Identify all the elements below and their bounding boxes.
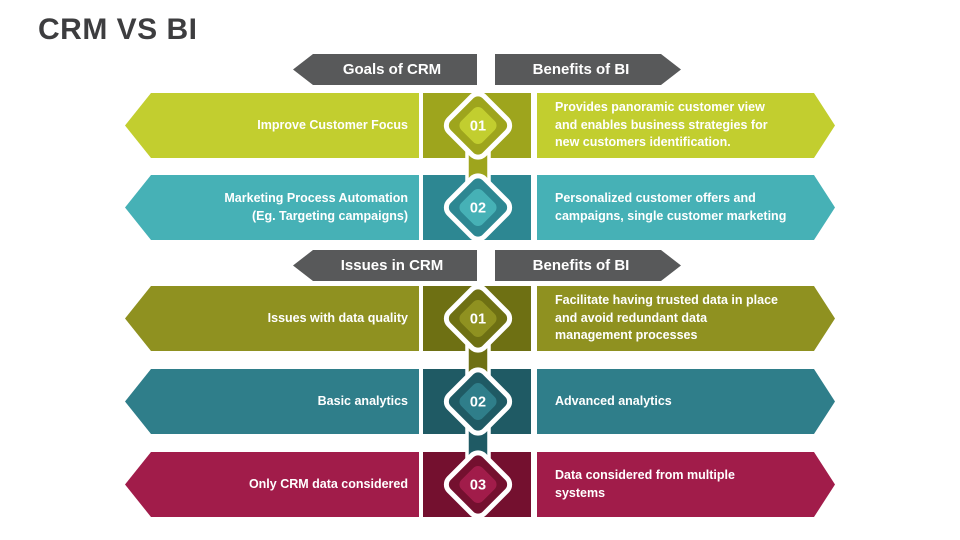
comparison-row-s2-3: Only CRM data considered Data considered… bbox=[0, 452, 960, 517]
bi-bar-s1-1: Provides panoramic customer view and ena… bbox=[537, 93, 835, 158]
bi-bar-label-s2-1: Facilitate having trusted data in place … bbox=[555, 293, 778, 343]
page-title: CRM VS BI bbox=[38, 13, 198, 46]
crm-bar-label-s2-3: Only CRM data considered bbox=[248, 476, 408, 491]
comparison-row-s1-2: Marketing Process Automation (Eg. Target… bbox=[0, 175, 960, 240]
bi-bar-label-s2-2: Advanced analytics bbox=[555, 393, 672, 408]
diamond-inner-s2-02 bbox=[459, 382, 497, 421]
section2-left-header-label: Issues in CRM bbox=[340, 257, 444, 274]
diamond-inner-s2-01 bbox=[459, 299, 497, 338]
crm-bar-label-s2-1: Issues with data quality bbox=[267, 310, 408, 325]
section1-left-header-label: Goals of CRM bbox=[342, 61, 442, 78]
step-diamond-s1-01: 01 bbox=[443, 91, 513, 160]
bi-bar-s2-2: Advanced analytics bbox=[537, 369, 835, 434]
bi-bar-s1-2: Personalized customer offers and campaig… bbox=[537, 175, 835, 240]
diamond-inner-s1-02 bbox=[459, 188, 497, 227]
crm-bar-label-s1-1: Improve Customer Focus bbox=[257, 117, 408, 132]
step-diamond-s2-03: 03 bbox=[443, 450, 513, 519]
section1-header-benefits-of-bi: Benefits of BI bbox=[495, 54, 681, 85]
section1-header-goals-of-crm: Goals of CRM bbox=[293, 54, 477, 85]
step-diamond-s2-01: 01 bbox=[443, 284, 513, 353]
crm-bar-s1-1: Improve Customer Focus bbox=[125, 93, 419, 158]
bi-bar-label-s1-1: Provides panoramic customer view and ena… bbox=[555, 100, 768, 150]
bi-bar-label-s1-2: Personalized customer offers and campaig… bbox=[555, 191, 787, 223]
crm-bar-s2-1: Issues with data quality bbox=[125, 286, 419, 351]
section2-right-header-label: Benefits of BI bbox=[532, 257, 630, 274]
crm-bar-s2-2: Basic analytics bbox=[125, 369, 419, 434]
section2-header-benefits-of-bi: Benefits of BI bbox=[495, 250, 681, 281]
step-diamond-s2-02: 02 bbox=[443, 367, 513, 436]
step-number-s2-01: 01 bbox=[470, 312, 486, 328]
step-number-s2-03: 03 bbox=[470, 478, 486, 494]
section2-header-issues-in-crm: Issues in CRM bbox=[293, 250, 477, 281]
crm-bar-label-s1-2: Marketing Process Automation (Eg. Target… bbox=[224, 191, 408, 223]
crm-bar-s2-3: Only CRM data considered bbox=[125, 452, 419, 517]
diamond-inner-s2-03 bbox=[459, 465, 497, 504]
bi-bar-label-s2-3: Data considered from multiple systems bbox=[555, 468, 735, 500]
step-number-s1-02: 02 bbox=[470, 201, 486, 217]
diamond-inner-s1-01 bbox=[459, 106, 497, 145]
step-number-s1-01: 01 bbox=[470, 119, 486, 135]
bi-bar-s2-3: Data considered from multiple systems bbox=[537, 452, 835, 517]
crm-bar-label-s2-2: Basic analytics bbox=[317, 393, 408, 408]
step-number-s2-02: 02 bbox=[470, 395, 486, 411]
section1-right-header-label: Benefits of BI bbox=[532, 61, 630, 78]
crm-bar-s1-2: Marketing Process Automation (Eg. Target… bbox=[125, 175, 419, 240]
step-diamond-s1-02: 02 bbox=[443, 173, 513, 242]
comparison-row-s2-1: Issues with data quality Facilitate havi… bbox=[0, 286, 960, 351]
bi-bar-s2-1: Facilitate having trusted data in place … bbox=[537, 286, 835, 351]
